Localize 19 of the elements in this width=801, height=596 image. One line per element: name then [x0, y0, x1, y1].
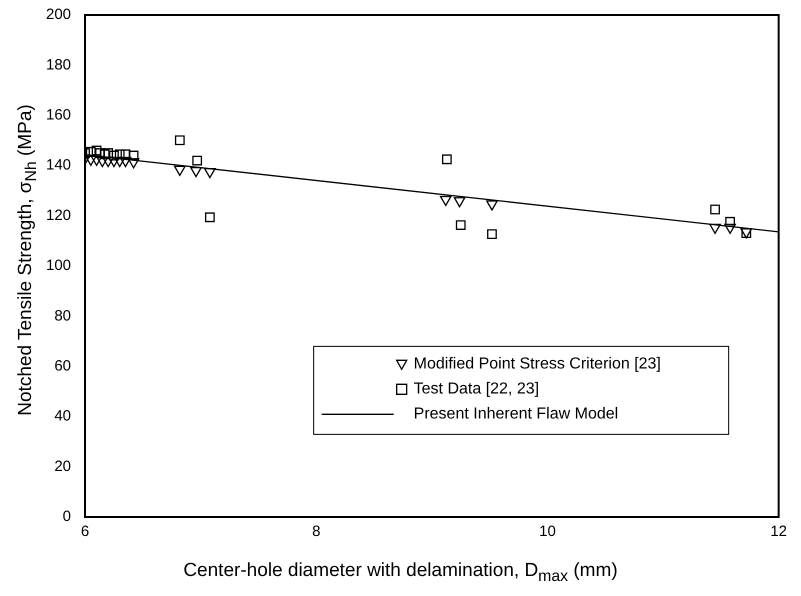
y-tick-label: 0: [62, 508, 72, 526]
y-tick-label: 60: [54, 358, 72, 375]
legend-label: Test Data [22, 23]: [414, 380, 540, 398]
y-tick-label: 200: [46, 6, 72, 24]
x-tick-label: 8: [312, 523, 320, 540]
legend-label: Modified Point Stress Criterion [23]: [414, 356, 661, 373]
y-tick-label: 40: [54, 408, 72, 425]
y-tick-label: 160: [46, 106, 72, 124]
x-tick-label: 6: [80, 523, 90, 540]
x-tick-label: 12: [770, 523, 787, 540]
x-tick-label: 10: [539, 523, 556, 540]
y-tick-label: 100: [46, 257, 72, 274]
y-tick-label: 120: [46, 206, 72, 224]
legend-label: Present Inherent Flaw Model: [414, 406, 618, 423]
y-tick-label: 80: [54, 307, 72, 324]
y-tick-label: 180: [46, 56, 72, 74]
y-tick-label: 20: [54, 458, 72, 475]
y-tick-label: 140: [46, 156, 72, 174]
x-axis-title: Center-hole diameter with delamination, D$_{max}$ (mm): [182, 560, 619, 586]
